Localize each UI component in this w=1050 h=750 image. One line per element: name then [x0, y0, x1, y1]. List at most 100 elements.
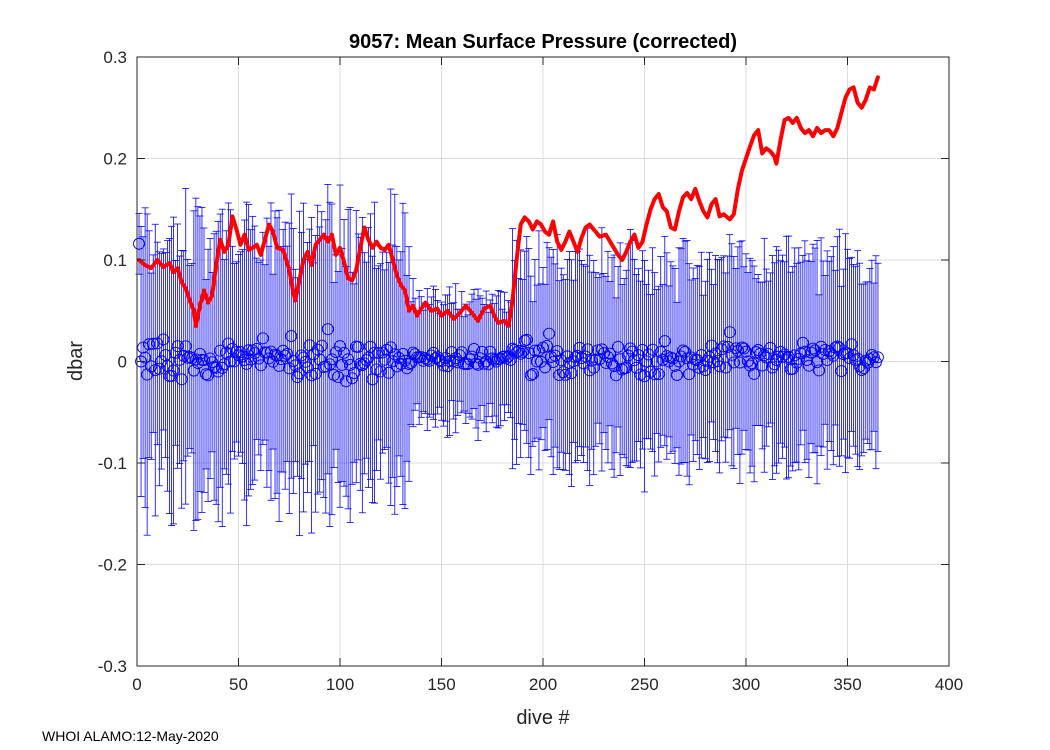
mean-marker: [620, 361, 633, 374]
mean-marker: [849, 354, 862, 367]
mean-marker: [293, 367, 306, 380]
mean-marker: [265, 345, 277, 358]
mean-marker: [735, 341, 748, 354]
mean-marker: [200, 368, 212, 381]
x-tick-label-4: 200: [529, 675, 557, 694]
errorbar-point: [482, 311, 495, 418]
mean-marker: [656, 353, 669, 366]
mean-marker: [256, 332, 269, 345]
mean-marker: [654, 345, 667, 358]
y-axis-label: dbar: [65, 341, 87, 381]
errorbar-point: [366, 255, 379, 503]
mean-marker: [372, 346, 385, 359]
x-tick-label-7: 350: [833, 675, 861, 694]
mean-marker: [829, 341, 842, 354]
mean-marker: [630, 361, 643, 374]
mean-marker: [865, 349, 878, 361]
mean-marker: [342, 353, 355, 366]
mean-marker: [392, 351, 405, 364]
mean-marker: [530, 355, 543, 368]
mean-marker: [764, 341, 777, 354]
errorbar-point: [638, 260, 651, 493]
mean-marker: [431, 351, 444, 364]
mean-marker: [388, 348, 401, 361]
mean-marker: [543, 327, 556, 340]
mean-marker: [346, 372, 359, 385]
mean-marker: [591, 344, 604, 357]
mean-marker: [640, 355, 653, 368]
mean-marker: [348, 367, 361, 379]
mean-marker: [872, 351, 884, 364]
mean-marker: [713, 360, 726, 373]
mean-marker: [133, 237, 145, 250]
errorbar-point: [368, 201, 381, 504]
errorbar-point: [293, 210, 306, 537]
x-tick-label-6: 300: [732, 675, 760, 694]
errorbar-point: [872, 262, 884, 452]
errorbar-point: [187, 210, 200, 531]
mean-marker: [169, 346, 182, 359]
mean-marker: [323, 358, 336, 371]
mean-marker: [624, 342, 637, 355]
mean-marker: [516, 346, 529, 358]
errorbar-point: [725, 243, 738, 467]
mean-marker: [484, 345, 497, 358]
x-tick-label-1: 50: [229, 675, 248, 694]
mean-marker: [366, 373, 379, 386]
errorbar-point: [524, 275, 537, 475]
errorbar-point: [802, 253, 815, 478]
mean-marker: [602, 351, 614, 364]
errorbar-point: [624, 229, 637, 468]
errorbar-point: [437, 304, 450, 427]
mean-marker: [161, 359, 174, 372]
mean-marker: [577, 357, 590, 370]
errorbar-point: [198, 227, 210, 493]
mean-marker: [443, 355, 456, 368]
errorbar-point: [153, 251, 166, 487]
mean-marker: [687, 358, 700, 371]
errorbar-point: [642, 269, 655, 440]
mean-marker: [553, 369, 566, 381]
errorbar-point: [813, 294, 826, 447]
mean-marker: [561, 350, 574, 363]
mean-marker: [250, 342, 263, 355]
mean-marker: [437, 359, 450, 372]
mean-marker: [721, 341, 734, 353]
errorbar-point: [309, 235, 322, 513]
mean-marker: [374, 365, 387, 378]
mean-marker: [242, 344, 255, 357]
mean-marker: [338, 346, 351, 359]
correction-line-series: [137, 75, 880, 328]
mean-marker: [776, 350, 789, 363]
mean-marker: [851, 352, 864, 365]
mean-marker: [309, 367, 322, 380]
mean-marker: [354, 357, 367, 370]
mean-marker: [244, 353, 257, 366]
mean-marker: [518, 334, 531, 347]
mean-marker: [825, 347, 838, 360]
errorbar-point: [748, 265, 761, 483]
mean-marker: [378, 353, 391, 366]
errorbar-point: [798, 240, 811, 464]
errorbar-point: [664, 261, 677, 454]
mean-marker: [711, 355, 724, 368]
mean-marker: [419, 352, 432, 365]
mean-marker: [155, 355, 168, 368]
errorbar-point: [526, 301, 539, 447]
mean-marker: [738, 342, 750, 355]
mean-marker: [230, 345, 243, 358]
mean-marker: [368, 346, 381, 359]
errorbar-point: [547, 249, 560, 475]
mean-marker: [151, 337, 164, 350]
mean-marker: [340, 375, 353, 388]
errorbar-point: [652, 285, 665, 463]
mean-marker: [291, 371, 304, 383]
mean-marker: [403, 358, 415, 370]
mean-marker: [153, 362, 166, 375]
mean-marker: [252, 352, 265, 365]
errorbar-point: [669, 268, 681, 464]
mean-marker: [727, 356, 740, 369]
errorbar-point: [602, 250, 614, 464]
mean-marker: [295, 349, 308, 362]
errorbar-point: [472, 288, 484, 441]
